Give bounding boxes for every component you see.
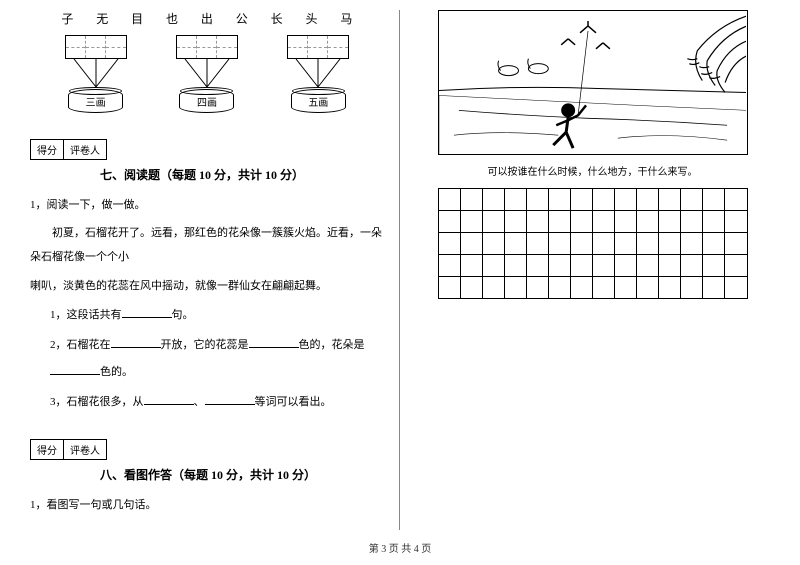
converge-lines-icon (288, 59, 348, 89)
sub-question-3: 3，石榴花很多，从、等词可以看出。 (30, 389, 384, 415)
left-column: 子 无 目 也 出 公 长 头 马 三画 四画 (30, 10, 400, 530)
kite-scene-icon (439, 11, 747, 155)
group-2: 四画 (176, 35, 238, 113)
section-7-title: 七、阅读题（每题 10 分，共计 10 分） (100, 166, 384, 183)
group-3: 五画 (287, 35, 349, 113)
char: 子 (61, 10, 73, 27)
score-label: 得分 (31, 140, 64, 159)
score-label: 得分 (31, 440, 64, 459)
char: 出 (201, 10, 213, 27)
picture-caption: 可以按谁在什么时候，什么地方，干什么来写。 (415, 163, 770, 178)
fill-blank[interactable] (144, 393, 194, 405)
page-footer: 第 3 页 共 4 页 (0, 540, 800, 555)
group-1: 三画 (65, 35, 127, 113)
answer-grid[interactable] (438, 188, 748, 299)
cylinder-label: 四画 (179, 89, 234, 113)
char: 无 (96, 10, 108, 27)
fill-blank[interactable] (50, 363, 100, 375)
char: 目 (131, 10, 143, 27)
cylinder-label: 三画 (68, 89, 123, 113)
char: 长 (271, 10, 283, 27)
character-row: 子 无 目 也 出 公 长 头 马 (30, 10, 384, 35)
fill-blank[interactable] (122, 306, 172, 318)
fill-blank[interactable] (111, 336, 161, 348)
fill-blank[interactable] (205, 393, 255, 405)
converge-lines-icon (177, 59, 237, 89)
classification-groups: 三画 四画 五画 (30, 35, 384, 113)
section-8-title: 八、看图作答（每题 10 分，共计 10 分） (100, 466, 384, 483)
char: 马 (340, 10, 352, 27)
grader-label: 评卷人 (64, 440, 106, 459)
score-box: 得分 评卷人 (30, 439, 107, 460)
q8-1: 1，看图写一句或几句话。 (30, 493, 384, 517)
cylinder-label: 五画 (291, 89, 346, 113)
q7-1: 1，阅读一下，做一做。 (30, 193, 384, 217)
picture-prompt (438, 10, 748, 155)
grader-label: 评卷人 (64, 140, 106, 159)
sub-question-2: 2，石榴花在开放，它的花蕊是色的，花朵是色的。 (30, 332, 384, 385)
answer-boxes (176, 35, 238, 59)
passage-line: 初夏，石榴花开了。远看，那红色的花朵像一簇簇火焰。近看，一朵朵石榴花像一个个小 (30, 221, 384, 269)
answer-boxes (65, 35, 127, 59)
right-column: 可以按谁在什么时候，什么地方，干什么来写。 (400, 10, 770, 530)
converge-lines-icon (66, 59, 126, 89)
sub-question-1: 1，这段话共有句。 (30, 302, 384, 328)
fill-blank[interactable] (249, 336, 299, 348)
char: 公 (236, 10, 248, 27)
char: 头 (306, 10, 318, 27)
char: 也 (166, 10, 178, 27)
score-box: 得分 评卷人 (30, 139, 107, 160)
answer-boxes (287, 35, 349, 59)
passage-line: 喇叭，淡黄色的花蕊在风中摇动，就像一群仙女在翩翩起舞。 (30, 274, 384, 298)
